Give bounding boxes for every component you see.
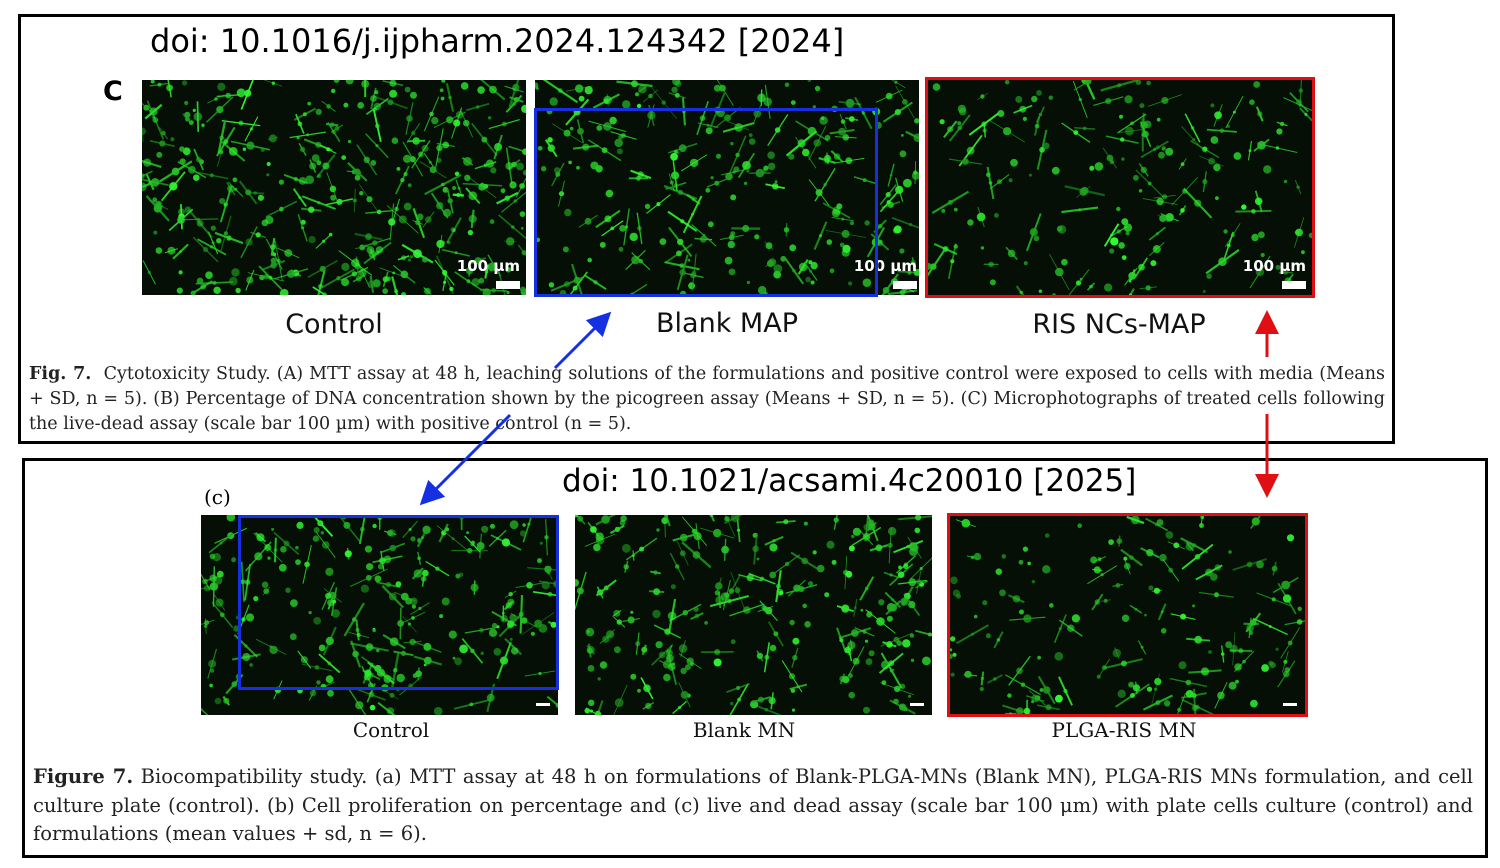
bottom-label-plga-ris-mn: PLGA-RIS MN: [1051, 718, 1197, 742]
blue-highlight-box-bottom: [238, 515, 559, 690]
top-caption: Fig. 7. Cytotoxicity Study. (A) MTT assa…: [29, 362, 1385, 437]
top-micrograph-ris-ncs-map: 100 µm: [928, 80, 1312, 295]
scale-bar: [496, 281, 520, 289]
top-label-ris-ncs-map: RIS NCs-MAP: [1032, 309, 1206, 340]
bottom-label-blank-mn: Blank MN: [692, 718, 796, 742]
scale-bar: [1283, 703, 1297, 706]
top-micrograph-control: 100 µm: [142, 80, 526, 295]
top-doi: doi: 10.1016/j.ijpharm.2024.124342 [2024…: [150, 22, 845, 60]
red-highlight-box-bottom: [947, 513, 1308, 717]
red-highlight-box-top: [925, 77, 1315, 298]
scale-bar: [893, 281, 917, 289]
top-label-blank-map: Blank MAP: [656, 308, 798, 339]
top-caption-text: Cytotoxicity Study. (A) MTT assay at 48 …: [29, 364, 1385, 434]
bottom-panel-letter: (c): [204, 485, 231, 509]
scale-bar-label: 100 µm: [1242, 257, 1306, 275]
bottom-caption: Figure 7. Biocompatibility study. (a) MT…: [33, 763, 1473, 849]
bottom-doi: doi: 10.1021/acsami.4c20010 [2025]: [562, 463, 1137, 499]
top-micrograph-blank-map: 100 µm: [535, 80, 919, 295]
scale-bar-label: 100 µm: [853, 257, 917, 275]
blue-highlight-box-top: [534, 108, 878, 297]
top-label-control: Control: [285, 309, 383, 340]
bottom-micrograph-plga-ris-mn: [950, 515, 1305, 715]
bottom-micrograph-control: [201, 515, 558, 715]
bottom-micrograph-blank-mn: [575, 515, 932, 715]
bottom-caption-text: Biocompatibility study. (a) MTT assay at…: [33, 765, 1474, 845]
top-caption-prefix: Fig. 7.: [29, 364, 92, 384]
scale-bar: [536, 703, 550, 706]
scale-bar: [910, 703, 924, 706]
scale-bar: [1282, 281, 1306, 289]
scale-bar-label: 100 µm: [456, 257, 520, 275]
bottom-caption-prefix: Figure 7.: [33, 765, 134, 788]
top-panel-letter: C: [103, 76, 123, 107]
bottom-label-control: Control: [352, 718, 430, 742]
